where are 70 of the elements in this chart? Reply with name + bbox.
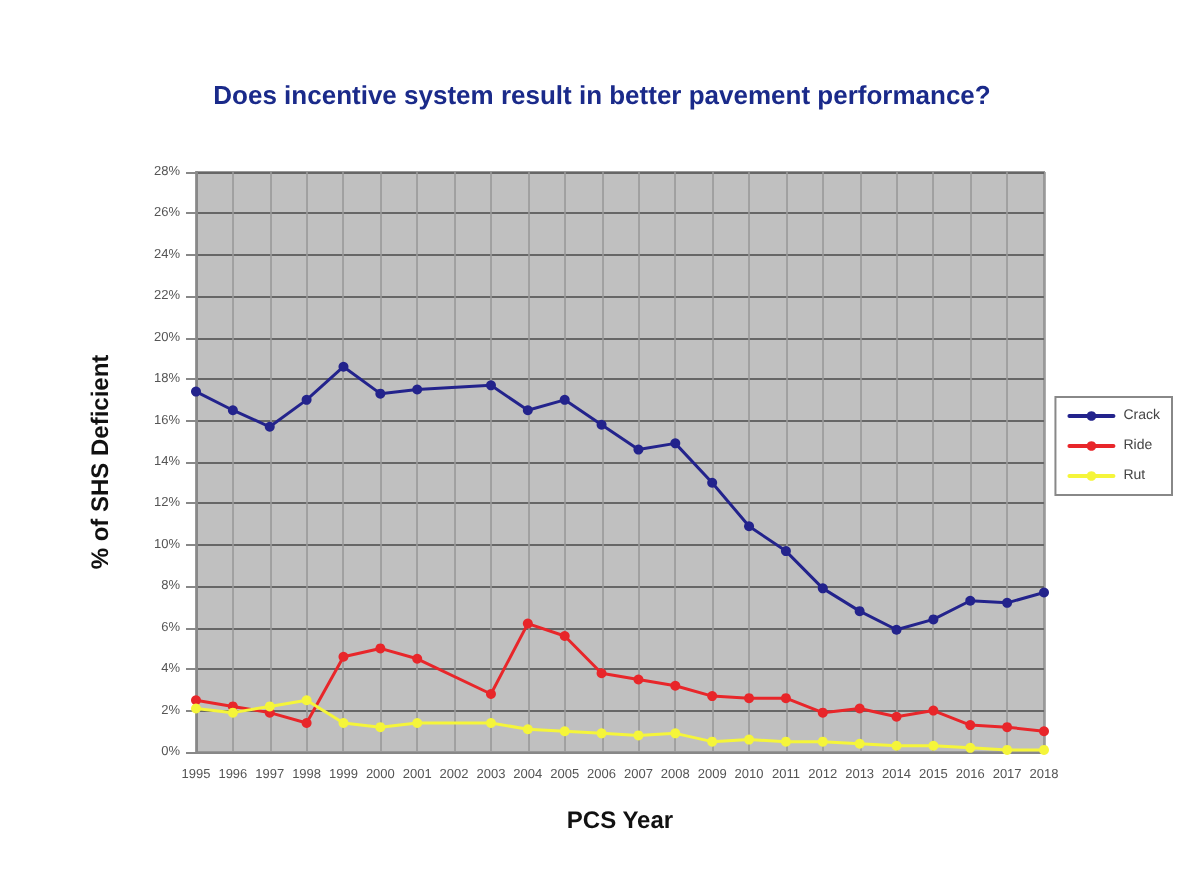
y-axis-title: % of SHS Deficient xyxy=(86,354,114,570)
point xyxy=(1002,744,1013,755)
point xyxy=(780,736,791,747)
point xyxy=(264,421,275,432)
point xyxy=(670,680,681,691)
point xyxy=(522,618,533,629)
point xyxy=(928,740,939,751)
point xyxy=(633,674,644,685)
point xyxy=(301,394,312,405)
point xyxy=(227,707,238,718)
point xyxy=(375,722,386,733)
point xyxy=(1002,722,1013,733)
point xyxy=(854,703,865,714)
point xyxy=(522,724,533,735)
point xyxy=(928,705,939,716)
point xyxy=(780,546,791,557)
point xyxy=(1039,744,1049,755)
point xyxy=(338,651,349,662)
point xyxy=(596,728,607,739)
point xyxy=(596,668,607,679)
point xyxy=(817,707,828,718)
point xyxy=(817,736,828,747)
point xyxy=(559,394,570,405)
point xyxy=(891,740,902,751)
point xyxy=(559,726,570,737)
point xyxy=(301,718,312,728)
point xyxy=(412,718,423,728)
point xyxy=(412,653,423,664)
point xyxy=(854,606,865,617)
point xyxy=(485,380,496,391)
point xyxy=(891,624,902,635)
point xyxy=(596,419,607,430)
point xyxy=(965,595,976,606)
point xyxy=(744,521,755,532)
point xyxy=(965,742,976,753)
point xyxy=(485,689,496,699)
point xyxy=(707,691,718,702)
point xyxy=(301,695,312,706)
point xyxy=(227,405,238,416)
point xyxy=(891,711,902,722)
point xyxy=(817,583,828,594)
point xyxy=(965,720,976,731)
point xyxy=(485,718,496,728)
point xyxy=(191,695,201,706)
point xyxy=(1039,726,1049,737)
chart-title: Does incentive system result in better pavement performance? xyxy=(213,80,991,110)
point xyxy=(522,405,533,416)
point xyxy=(707,477,718,488)
point xyxy=(375,643,386,654)
point xyxy=(1039,587,1049,598)
point xyxy=(338,361,349,372)
point xyxy=(559,631,570,641)
point xyxy=(412,384,423,395)
point xyxy=(633,730,644,741)
point xyxy=(780,693,791,704)
point xyxy=(928,614,939,625)
point xyxy=(1002,597,1013,608)
point xyxy=(744,734,755,745)
point xyxy=(264,701,275,712)
point xyxy=(744,693,755,704)
point xyxy=(670,438,681,449)
point xyxy=(191,386,201,397)
point xyxy=(854,738,865,749)
point xyxy=(191,703,201,714)
point xyxy=(670,728,681,739)
point xyxy=(338,718,349,728)
point xyxy=(375,388,386,399)
point xyxy=(633,444,644,455)
point xyxy=(707,736,718,747)
x-axis-title: PCS Year xyxy=(566,806,674,834)
